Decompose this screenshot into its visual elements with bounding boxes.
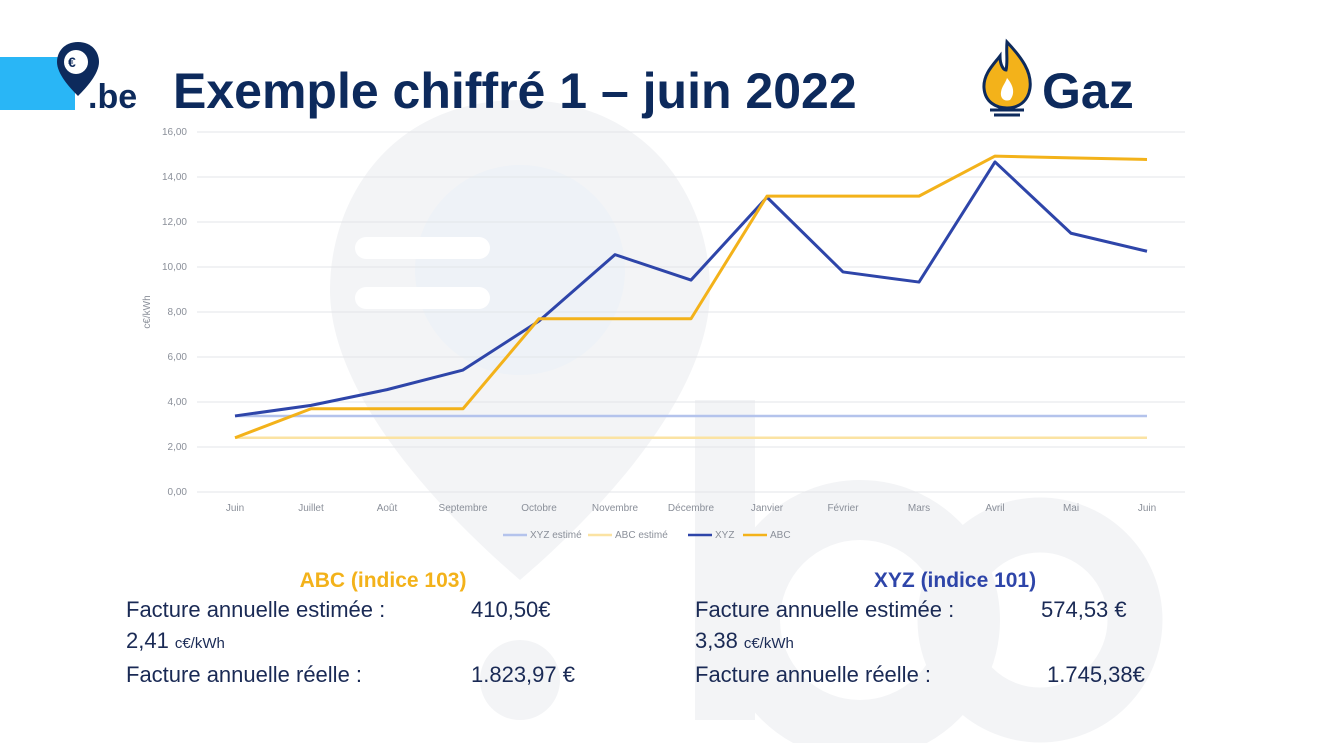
price-value: 2,41 bbox=[126, 628, 169, 653]
estimate-label: Facture annuelle estimée : bbox=[126, 597, 385, 622]
panel-title: XYZ (indice 101) bbox=[874, 569, 1036, 592]
series-line bbox=[234, 154, 1148, 440]
logo-text: .be bbox=[88, 78, 137, 116]
x-tick-label: Juillet bbox=[298, 503, 324, 514]
price-unit: c€/kWh bbox=[175, 635, 225, 652]
x-tick-label: Octobre bbox=[521, 503, 557, 514]
y-tick-label: 14,00 bbox=[162, 172, 187, 183]
estimate-label: Facture annuelle estimée : bbox=[695, 597, 954, 622]
x-tick-label: Janvier bbox=[751, 503, 784, 514]
flame-icon bbox=[982, 38, 1032, 117]
x-tick-label: Juin bbox=[226, 503, 244, 514]
x-tick-label: Mars bbox=[908, 503, 930, 514]
x-tick-label: Novembre bbox=[592, 503, 639, 514]
estimate-value: 410,50€ bbox=[471, 597, 551, 622]
y-tick-label: 16,00 bbox=[162, 127, 187, 138]
title: Exemple chiffré 1 – juin 2022 bbox=[173, 63, 857, 119]
y-tick-label: 6,00 bbox=[168, 352, 188, 363]
price-value: 3,38 bbox=[695, 628, 738, 653]
legend-label: ABC bbox=[770, 530, 791, 541]
panels: ABC (indice 103) Facture annuelle estimée… bbox=[126, 569, 1145, 687]
real-label: Facture annuelle réelle : bbox=[126, 662, 362, 687]
legend-label: ABC estimé bbox=[615, 530, 668, 541]
y-axis-label: c€/kWh bbox=[142, 295, 153, 328]
x-tick-label: Août bbox=[377, 503, 398, 514]
y-tick-label: 4,00 bbox=[168, 397, 188, 408]
panel-title: ABC (indice 103) bbox=[300, 569, 467, 592]
y-tick-label: 12,00 bbox=[162, 217, 187, 228]
plot: 0,00 2,00 4,00 6,00 8,00 10,00 12,00 14,00 16,00… bbox=[162, 127, 1185, 541]
real-label: Facture annuelle réelle : bbox=[695, 662, 931, 687]
x-tick-label: Avril bbox=[985, 503, 1004, 514]
y-tick-label: 10,00 bbox=[162, 262, 187, 273]
legend-label: XYZ bbox=[715, 530, 734, 541]
watermark bbox=[330, 100, 1163, 743]
x-tick-label: Mai bbox=[1063, 503, 1079, 514]
price: 2,41 c€/kWh bbox=[126, 628, 225, 653]
x-tick-label: Décembre bbox=[668, 503, 715, 514]
title-suffix: Gaz bbox=[1042, 63, 1134, 119]
svg-text:€: € bbox=[68, 54, 76, 70]
real-value: 1.823,97 € bbox=[471, 662, 575, 687]
y-tick-label: 8,00 bbox=[168, 307, 188, 318]
x-tick-label: Septembre bbox=[439, 503, 488, 514]
series-line bbox=[234, 160, 1148, 418]
estimate-value: 574,53 € bbox=[1041, 597, 1127, 622]
real-value: 1.745,38€ bbox=[1047, 662, 1145, 687]
logo: € .be bbox=[0, 42, 137, 116]
x-tick-label: Juin bbox=[1138, 503, 1156, 514]
price: 3,38 c€/kWh bbox=[695, 628, 794, 653]
x-tick-label: Février bbox=[827, 503, 859, 514]
y-tick-label: 2,00 bbox=[168, 442, 188, 453]
legend-label: XYZ estimé bbox=[530, 530, 582, 541]
y-tick-label: 0,00 bbox=[168, 487, 188, 498]
price-unit: c€/kWh bbox=[744, 635, 794, 652]
